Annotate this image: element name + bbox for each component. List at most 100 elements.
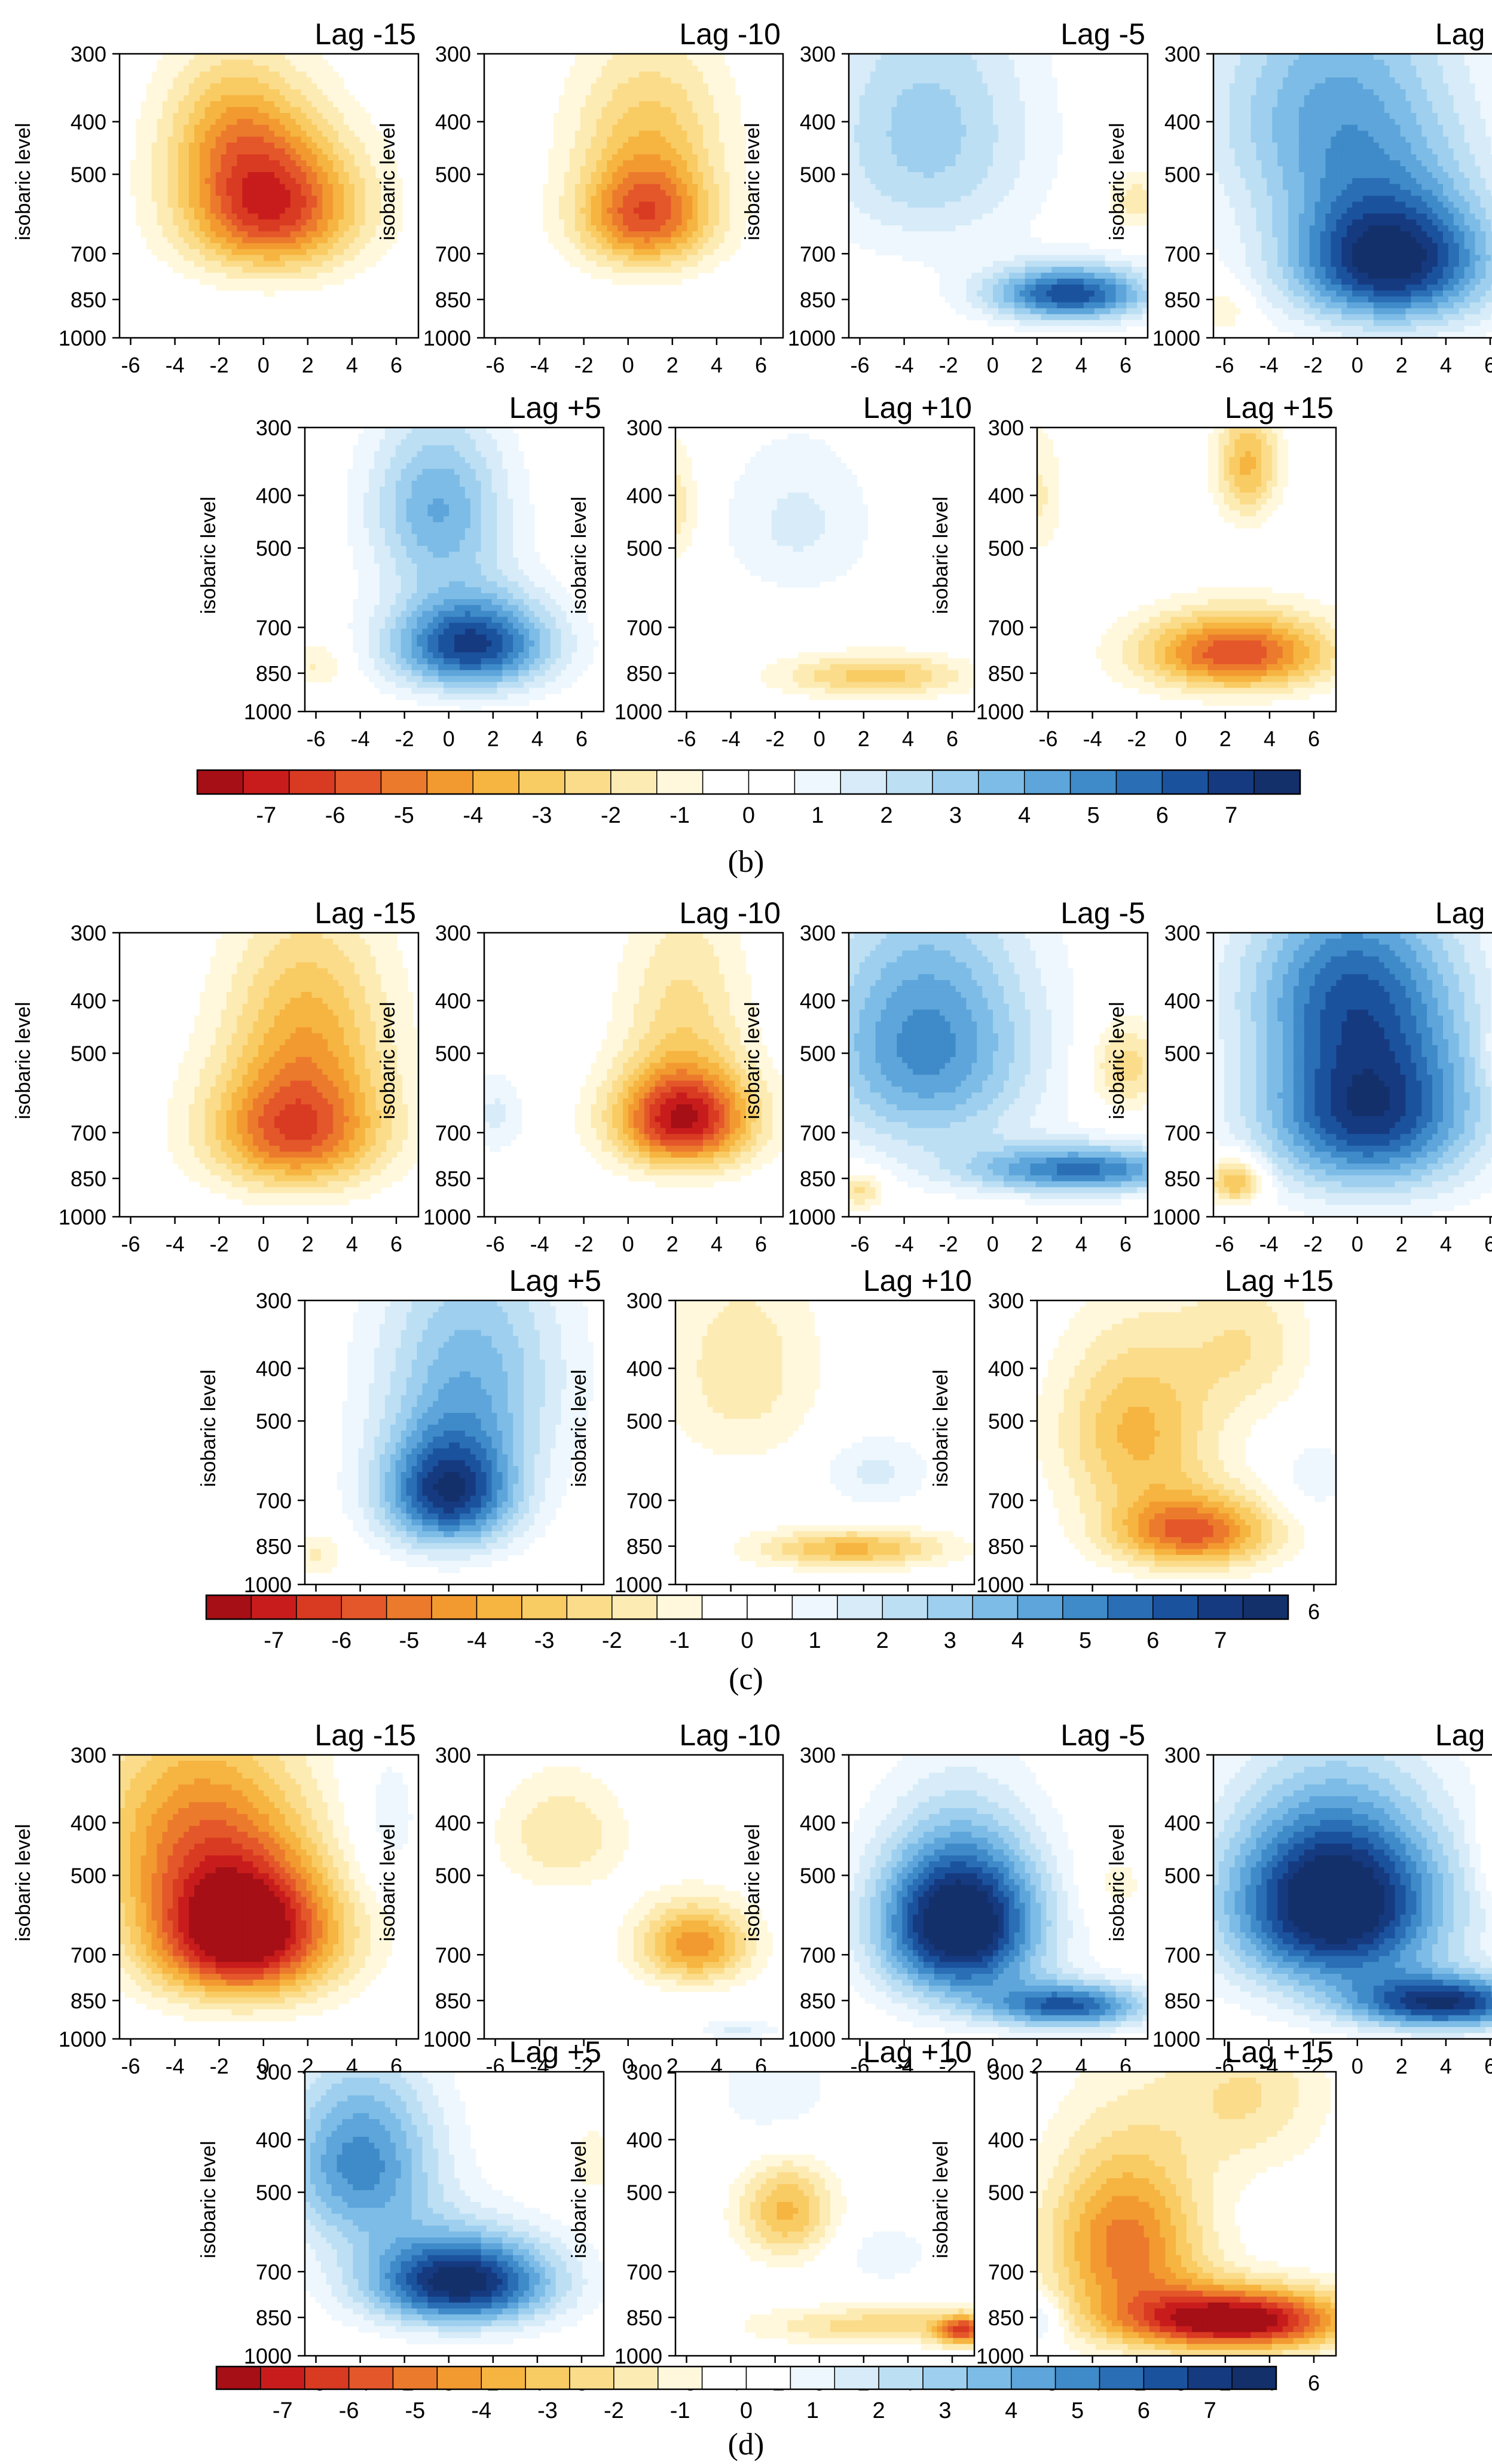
heatmap-cell	[998, 201, 1004, 208]
heatmap-cell	[649, 89, 656, 96]
heatmap-cell	[199, 184, 206, 191]
heatmap-cell	[724, 219, 730, 226]
heatmap-cell	[204, 112, 211, 120]
heatmap-cell	[1019, 77, 1026, 84]
heatmap-cell	[993, 118, 999, 126]
heatmap-cell	[306, 101, 313, 108]
heatmap-cell	[151, 154, 158, 161]
heatmap-cell	[392, 178, 398, 185]
heatmap-cell	[559, 213, 565, 220]
heatmap-cell	[237, 184, 243, 191]
heatmap-cell	[634, 142, 640, 149]
heatmap-cell	[226, 237, 233, 244]
heatmap-cell	[365, 261, 371, 267]
heatmap-cell	[1068, 261, 1074, 267]
heatmap-cell	[264, 101, 270, 108]
heatmap-cell	[1073, 302, 1079, 309]
heatmap-cell	[966, 166, 972, 173]
heatmap-cell	[564, 101, 570, 108]
heatmap-cell	[713, 54, 720, 60]
heatmap-cell	[870, 95, 876, 102]
heatmap-cell	[1019, 273, 1026, 279]
heatmap-cell	[375, 207, 382, 214]
heatmap-cell	[1099, 255, 1106, 261]
heatmap-cell	[247, 267, 253, 273]
heatmap-cell	[950, 207, 956, 214]
heatmap-cell	[617, 59, 623, 66]
heatmap-cell	[564, 219, 570, 226]
heatmap-cell	[729, 136, 736, 143]
heatmap-cell	[939, 142, 946, 149]
heatmap-cell	[1110, 273, 1117, 279]
heatmap-cell	[375, 255, 382, 261]
heatmap-cell	[1041, 190, 1047, 197]
heatmap-cell	[934, 59, 940, 66]
heatmap-cell	[891, 178, 897, 185]
heatmap-cell	[907, 77, 913, 84]
heatmap-cell	[157, 148, 163, 155]
heatmap-cell	[993, 101, 999, 108]
heatmap-cell	[1008, 255, 1015, 261]
heatmap-cell	[1094, 290, 1100, 297]
heatmap-cell	[543, 207, 549, 214]
heatmap-cell	[585, 261, 592, 267]
heatmap-cell	[987, 178, 993, 185]
heatmap-cell	[987, 154, 993, 161]
heatmap-cell	[655, 118, 661, 126]
heatmap-cell	[285, 136, 291, 143]
heatmap-cell	[692, 136, 698, 143]
heatmap-cell	[237, 213, 243, 220]
heatmap-cell	[253, 101, 259, 108]
heatmap-cell	[306, 124, 313, 132]
heatmap-cell	[944, 118, 951, 126]
heatmap-cell	[285, 54, 291, 60]
heatmap-cell	[934, 154, 940, 161]
heatmap-cell	[167, 196, 173, 202]
heatmap-cell	[585, 225, 592, 232]
heatmap-cell	[1051, 320, 1057, 326]
heatmap-cell	[703, 172, 709, 179]
heatmap-cell	[961, 196, 967, 202]
heatmap-cell	[178, 190, 184, 197]
heatmap-cell	[713, 219, 720, 226]
heatmap-cell	[1073, 314, 1079, 320]
heatmap-cell	[237, 249, 243, 256]
heatmap-cell	[199, 118, 206, 126]
heatmap-cell	[162, 83, 168, 90]
heatmap-cell	[173, 172, 179, 179]
heatmap-cell	[928, 166, 935, 173]
heatmap-cell	[998, 261, 1004, 267]
heatmap-cell	[1014, 290, 1020, 297]
heatmap-cell	[274, 184, 280, 191]
heatmap-cell	[295, 136, 302, 143]
heatmap-cell	[359, 172, 366, 179]
heatmap-cell	[290, 118, 296, 126]
heatmap-cell	[290, 284, 296, 291]
heatmap-cell	[897, 225, 903, 232]
heatmap-cell	[676, 142, 682, 149]
heatmap-cell	[934, 77, 940, 84]
heatmap-cell	[880, 77, 887, 84]
heatmap-cell	[612, 231, 618, 238]
heatmap-cell	[1115, 279, 1121, 285]
heatmap-cell	[1019, 148, 1026, 155]
heatmap-cell	[703, 196, 709, 202]
heatmap-cell	[612, 184, 618, 191]
heatmap-cell	[574, 112, 581, 120]
heatmap-cell	[939, 166, 946, 173]
heatmap-cell	[274, 160, 280, 167]
heatmap-cell	[713, 77, 720, 84]
heatmap-cell	[713, 178, 720, 185]
heatmap-cell	[591, 83, 597, 90]
heatmap-cell	[1035, 284, 1042, 291]
heatmap-cell	[285, 243, 291, 250]
heatmap-cell	[617, 237, 623, 244]
heatmap-cell	[913, 65, 919, 72]
heatmap-cell	[1137, 296, 1143, 303]
heatmap-cell	[1245, 54, 1252, 60]
heatmap-cell	[698, 190, 704, 197]
heatmap-cell	[215, 142, 222, 149]
heatmap-cell	[210, 142, 216, 149]
heatmap-cell	[221, 65, 227, 72]
heatmap-cell	[317, 154, 323, 161]
